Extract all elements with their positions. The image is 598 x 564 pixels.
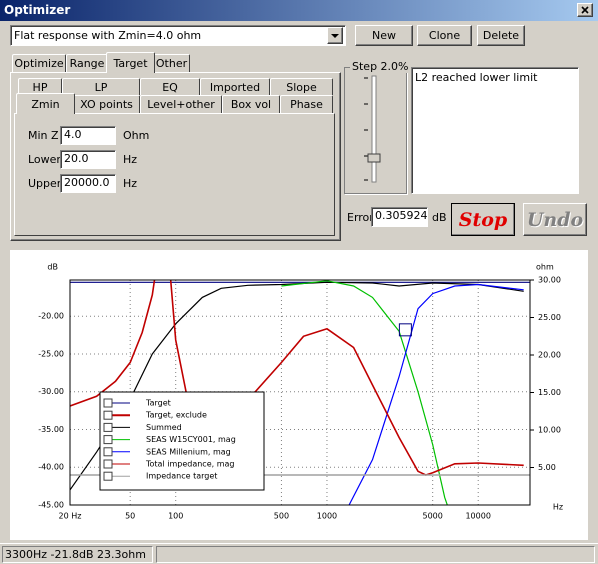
tab[interactable]: Box vol (222, 95, 280, 113)
field-label: Upper (28, 177, 62, 190)
tab[interactable]: HP (18, 78, 62, 95)
legend-label: Impedance target (146, 472, 217, 481)
tab[interactable]: Other (153, 54, 190, 72)
legend-checkbox (103, 459, 113, 469)
legend-label: Target (145, 399, 171, 408)
legend-checkbox (103, 471, 113, 481)
y2-tick-label: 15.00 (538, 388, 561, 397)
x-tick-label: 5000 (423, 512, 443, 521)
cursor (398, 323, 412, 337)
tab[interactable]: XO points (73, 95, 140, 113)
error-label: Error (347, 211, 374, 224)
y2-axis-label: ohm (536, 263, 554, 272)
x-tick-label: 10000 (465, 512, 490, 521)
y-tick-label: -30.00 (38, 387, 64, 396)
plot-frame (69, 279, 531, 506)
close-icon (581, 6, 589, 14)
error-unit: dB (432, 211, 447, 224)
legend-label: SEAS W15CY001, mag (146, 435, 236, 444)
y-tick-label: -40.00 (38, 463, 64, 472)
tab[interactable]: Target (106, 52, 155, 73)
step-slider[interactable] (360, 74, 390, 186)
y-tick-label: -25.00 (38, 349, 64, 358)
title-bar: Optimizer (0, 0, 598, 21)
legend-checkbox (103, 410, 113, 420)
field-unit: Hz (123, 177, 138, 190)
x-tick-label: 50 (125, 512, 135, 521)
chart: 20 Hz 50 100 500 1000 5000 10000 -20.00 -25.00 -3… (10, 250, 588, 540)
series-line (70, 281, 524, 491)
arrow-icon (331, 34, 339, 38)
message-list: L2 reached lower limit (411, 67, 579, 194)
legend-label: Target, exclude (145, 411, 207, 420)
y-tick-label: -35.00 (38, 425, 64, 434)
legend-label: Summed (146, 423, 182, 432)
preset-text: Flat response with Zmin=4.0 ohm (14, 29, 202, 42)
window-title: Optimizer (4, 3, 71, 17)
status-panel-empty (156, 546, 595, 563)
tab[interactable]: Level+other (140, 95, 222, 113)
legend-label: SEAS Millenium, mag (146, 447, 231, 456)
tab[interactable]: LP (62, 78, 140, 95)
new-button[interactable]: New (355, 25, 413, 46)
y2-tick-label: 20.00 (538, 351, 561, 360)
y2-tick-label: 10.00 (538, 426, 561, 435)
legend-checkbox (103, 447, 113, 457)
legend-checkbox (103, 435, 113, 445)
legend-checkbox (103, 422, 113, 432)
tab[interactable]: Phase (280, 95, 333, 113)
y-axis-label: dB (47, 263, 58, 272)
tab[interactable]: Zmin (16, 93, 75, 114)
step-label: Step 2.0% (350, 60, 411, 73)
tab[interactable]: Imported (200, 78, 270, 95)
y2-tick-label: 25.00 (538, 313, 561, 322)
status-bar: 3300Hz -21.8dB 23.3ohm (0, 543, 598, 564)
dropdown-arrow[interactable] (327, 27, 343, 44)
tab[interactable]: Optimize (12, 54, 66, 72)
preset-dropdown[interactable]: Flat response with Zmin=4.0 ohm (10, 25, 346, 46)
field-input[interactable]: 20.0 (60, 150, 116, 169)
y-tick-label: -45.00 (38, 501, 64, 510)
y-tick-label: -20.00 (38, 312, 64, 321)
stop-button[interactable]: Stop (451, 203, 515, 236)
field-input[interactable]: 20000.0 (60, 174, 116, 193)
legend-box (99, 391, 265, 491)
field-input[interactable]: 4.0 (60, 126, 116, 145)
field-unit: Ohm (123, 129, 150, 142)
series-line (348, 283, 524, 505)
message: L2 reached lower limit (415, 71, 538, 84)
delete-button[interactable]: Delete (477, 25, 525, 46)
legend-checkbox (103, 398, 113, 408)
tab[interactable]: Range (66, 54, 108, 72)
field-label: Lower (28, 153, 61, 166)
tab[interactable]: Slope (270, 78, 333, 95)
undo-button[interactable]: Undo (523, 203, 587, 236)
x-tick-label: 1000 (317, 512, 337, 521)
x-tick-label: 500 (274, 512, 289, 521)
legend-label: Total impedance, mag (145, 460, 234, 469)
x-tick-label: 20 Hz (59, 512, 82, 521)
x-axis-label: Hz (553, 503, 563, 512)
x-tick-label: 100 (168, 512, 183, 521)
close-button[interactable] (577, 3, 593, 17)
field-unit: Hz (123, 153, 138, 166)
status-panel: 3300Hz -21.8dB 23.3ohm (2, 546, 153, 563)
clone-button[interactable]: Clone (417, 25, 472, 46)
tab[interactable]: EQ (140, 78, 200, 95)
y2-tick-label: 5.00 (538, 463, 556, 472)
error-value: 0.305924 (371, 207, 428, 227)
y2-tick-label: 30.00 (538, 276, 561, 285)
field-label: Min Z (28, 129, 59, 142)
series-line (281, 280, 448, 505)
